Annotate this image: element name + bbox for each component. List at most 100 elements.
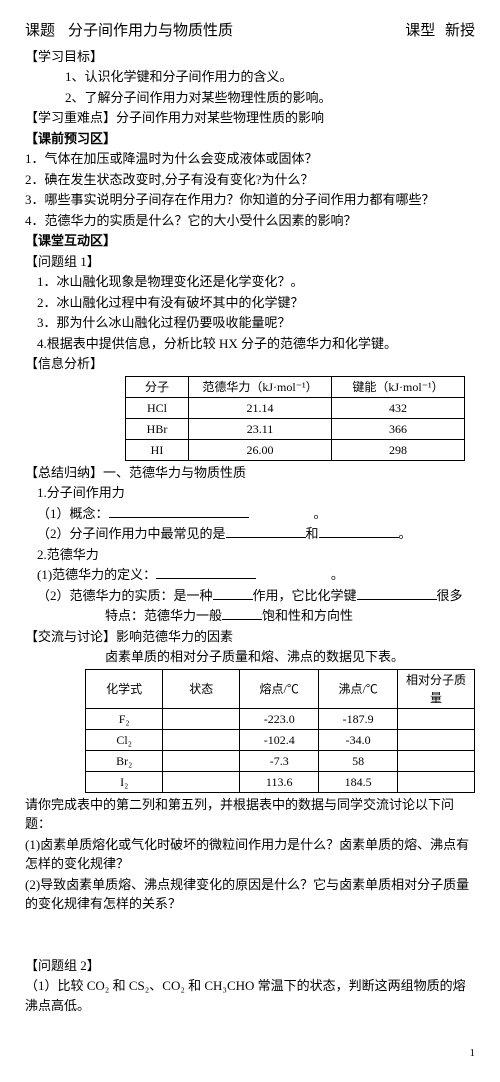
follow-q2: (2)导致卤素单质熔、沸点规律变化的原因是什么？它与卤素单质相对分子质量的变化规…: [25, 875, 475, 914]
discuss-label: 【交流与讨论】: [25, 629, 116, 644]
s1: 1.分子间作用力: [25, 483, 475, 503]
s2: 2.范德华力: [25, 545, 475, 565]
cell: 58: [319, 750, 398, 771]
cell: 26.00: [189, 439, 332, 460]
s2b-row: （2）范德华力的实质：是一种作用，它比化学键很多: [25, 586, 475, 606]
cell: 23.11: [189, 418, 332, 439]
topic: 课题 分子间作用力与物质性质: [25, 20, 233, 43]
table-halogen: 化学式 状态 熔点/℃ 沸点/℃ 相对分子质量 F₂ -223.0 -187.9…: [85, 669, 475, 793]
s2a: (1)范德华力的定义：: [37, 567, 156, 582]
blank: [319, 525, 399, 538]
discuss-row: 【交流与讨论】影响范德华力的因素: [25, 627, 475, 647]
q1-3: 3．那为什么冰山融化过程仍要吸收能量呢？: [25, 313, 475, 333]
cell: 184.5: [319, 771, 398, 792]
cell: [163, 729, 240, 750]
s1b-b: 和: [306, 526, 319, 541]
cell: 432: [332, 397, 465, 418]
cell: I₂: [86, 771, 163, 792]
cell: -187.9: [319, 708, 398, 729]
q1-label: 【问题组 1】: [25, 252, 475, 272]
cell: -102.4: [240, 729, 319, 750]
s1a: （1）概念：: [37, 506, 109, 521]
cell: HBr: [126, 418, 189, 439]
cell: 113.6: [240, 771, 319, 792]
s2b-b: 作用，它比化学键: [253, 588, 357, 603]
s2c-a: 特点：范德华力一般: [105, 608, 222, 623]
blank: [213, 587, 253, 600]
title-row: 课题 分子间作用力与物质性质 课型 新授: [25, 20, 475, 43]
cell: 21.14: [189, 397, 332, 418]
q1-2: 2．冰山融化过程中有没有破坏其中的化学键？: [25, 293, 475, 313]
q2-text: （1）比较 CO₂ 和 CS₂、CO₂ 和 CH₃CHO 常温下的状态，判断这两…: [25, 976, 475, 1015]
type: 课型 新授: [405, 20, 475, 43]
cell: [398, 771, 475, 792]
cell: Cl₂: [86, 729, 163, 750]
q1-4: 4.根据表中提供信息，分析比较 HX 分子的范德华力和化学键。: [25, 334, 475, 354]
topic-label: 课题: [25, 23, 55, 39]
summary-row: 【总结归纳】一、范德华力与物质性质: [25, 463, 475, 483]
cell: -34.0: [319, 729, 398, 750]
goals-label: 【学习目标】: [25, 47, 475, 67]
follow-intro: 请你完成表中的第二列和第五列，并根据表中的数据与同学交流讨论以下问题：: [25, 795, 475, 834]
table-row: 分子 范德华力（kJ·mol⁻¹） 键能（kJ·mol⁻¹）: [126, 376, 465, 397]
interact-label: 【课堂互动区】: [25, 231, 475, 251]
type-value: 新授: [445, 23, 475, 39]
cell: [163, 708, 240, 729]
info-label: 【信息分析】: [25, 354, 475, 374]
q1-1: 1．冰山融化现象是物理变化还是化学变化？。: [25, 272, 475, 292]
spacer: [25, 915, 475, 955]
th-vdw: 范德华力（kJ·mol⁻¹）: [189, 376, 332, 397]
cell: F₂: [86, 708, 163, 729]
blank: [222, 607, 262, 620]
table-row: HBr 23.11 366: [126, 418, 465, 439]
cell: 366: [332, 418, 465, 439]
table-row: HCl 21.14 432: [126, 397, 465, 418]
cell: HI: [126, 439, 189, 460]
s2c-row: 特点：范德华力一般 饱和性和方向性: [25, 606, 475, 626]
cell: HCl: [126, 397, 189, 418]
cell: [163, 750, 240, 771]
s2b-c: 很多: [437, 588, 463, 603]
th: 化学式: [86, 669, 163, 708]
follow-q1: (1)卤素单质熔化或气化时破坏的微粒间作用力是什么？卤素单质的熔、沸点有怎样的变…: [25, 835, 475, 874]
blank: [357, 587, 437, 600]
discuss-sub: 卤素单质的相对分子质量和熔、沸点的数据见下表。: [25, 647, 475, 667]
table-row: F₂ -223.0 -187.9: [86, 708, 475, 729]
th: 熔点/℃: [240, 669, 319, 708]
table-row: Cl₂ -102.4 -34.0: [86, 729, 475, 750]
cell: Br₂: [86, 750, 163, 771]
discuss-title: 影响范德华力的因素: [116, 629, 233, 644]
s2c-b: 饱和性和方向性: [262, 608, 353, 623]
s1b-a: （2）分子间作用力中最常见的是: [37, 526, 226, 541]
th: 沸点/℃: [319, 669, 398, 708]
blank: [226, 525, 306, 538]
blank: [109, 505, 249, 518]
s1b-row: （2）分子间作用力中最常见的是和。: [25, 524, 475, 544]
summary-title: 一、范德华力与物质性质: [103, 465, 246, 480]
s1a-row: （1）概念： 。: [25, 504, 475, 524]
cell: [398, 729, 475, 750]
goal-2: 2、了解分子间作用力对某些物理性质的影响。: [25, 88, 475, 108]
topic-title: 分子间作用力与物质性质: [68, 23, 233, 39]
table-row: HI 26.00 298: [126, 439, 465, 460]
table-hx: 分子 范德华力（kJ·mol⁻¹） 键能（kJ·mol⁻¹） HCl 21.14…: [125, 376, 465, 461]
cell: [398, 708, 475, 729]
table-row: I₂ 113.6 184.5: [86, 771, 475, 792]
pre-4: 4．范德华力的实质是什么？它的大小受什么因素的影响？: [25, 211, 475, 231]
summary-label: 【总结归纳】: [25, 465, 103, 480]
table-row: Br₂ -7.3 58: [86, 750, 475, 771]
blank: [156, 566, 256, 579]
th: 状态: [163, 669, 240, 708]
goal-1: 1、认识化学键和分子间作用力的含义。: [25, 67, 475, 87]
preclass-label: 【课前预习区】: [25, 129, 475, 149]
type-label: 课型: [405, 23, 435, 39]
s2a-row: (1)范德华力的定义： 。: [25, 565, 475, 585]
cell: 298: [332, 439, 465, 460]
cell: -7.3: [240, 750, 319, 771]
pre-1: 1．气体在加压或降温时为什么会变成液体或固体？: [25, 149, 475, 169]
cell: [163, 771, 240, 792]
th-mol: 分子: [126, 376, 189, 397]
focus-label: 【学习重难点】: [25, 110, 116, 125]
focus-row: 【学习重难点】分子间作用力对某些物理性质的影响: [25, 108, 475, 128]
cell: -223.0: [240, 708, 319, 729]
